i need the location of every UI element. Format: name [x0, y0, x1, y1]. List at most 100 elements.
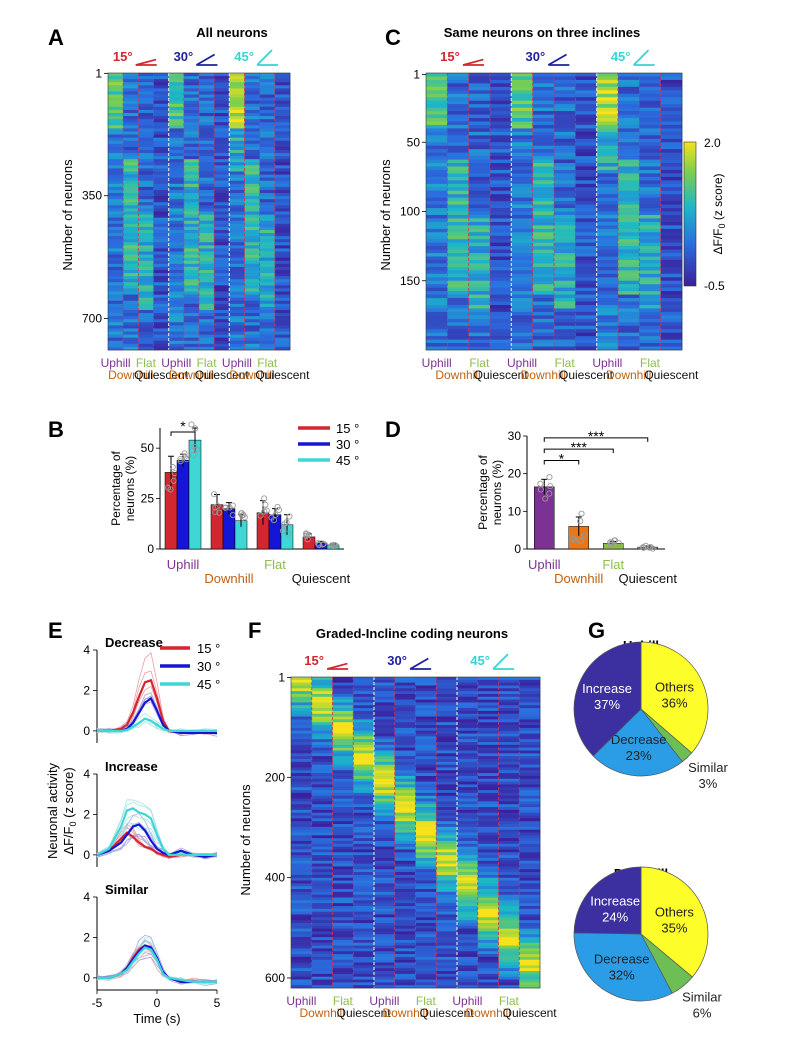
heatmap-cell	[168, 211, 185, 215]
heatmap-cell	[108, 119, 124, 123]
heatmap-cell	[511, 246, 533, 250]
heatmap-cell	[618, 190, 640, 195]
heatmap-cell	[575, 214, 597, 219]
heatmap-cell	[183, 245, 200, 249]
heatmap-cell	[447, 329, 469, 333]
heatmap-cell	[511, 86, 533, 91]
heatmap-cell	[436, 976, 458, 980]
heatmap-cell	[618, 235, 640, 240]
heatmap-cell	[123, 156, 139, 160]
heatmap-cell	[457, 942, 479, 946]
y-tick-label: 10	[508, 504, 522, 518]
heatmap-cell	[291, 787, 313, 791]
heatmap-cell	[168, 119, 185, 123]
heatmap-cell	[199, 165, 215, 169]
heatmap-cell	[660, 315, 683, 320]
data-point	[581, 532, 588, 539]
heatmap-cell	[477, 742, 499, 746]
heatmap-cell	[575, 273, 597, 278]
heatmap-cell	[123, 248, 139, 252]
heatmap-cell	[138, 88, 154, 92]
heatmap-cell	[199, 189, 215, 194]
heatmap-cell	[374, 965, 396, 969]
heatmap-cell	[457, 968, 479, 972]
heatmap-cell	[244, 266, 260, 271]
heatmap-cell	[274, 125, 291, 129]
heatmap-cell	[274, 306, 291, 311]
heatmap-cell	[468, 277, 491, 282]
heatmap-cell	[511, 131, 533, 136]
heatmap-cell	[138, 269, 154, 274]
heatmap-cell	[274, 153, 291, 157]
heatmap-cell	[415, 736, 437, 740]
heatmap-cell	[532, 235, 555, 240]
heatmap-cell	[353, 733, 375, 737]
heatmap-cell	[426, 149, 448, 153]
heatmap-cell	[554, 259, 576, 264]
heatmap-cell	[259, 217, 276, 222]
heatmap-cell	[108, 319, 124, 323]
heatmap-cell	[153, 106, 169, 111]
heatmap-cell	[123, 165, 139, 169]
heatmap-cell	[519, 688, 541, 692]
heatmap-cell	[291, 702, 313, 706]
heatmap-cell	[477, 781, 499, 785]
heatmap-cell	[426, 308, 448, 313]
heatmap-cell	[532, 166, 555, 171]
heatmap-cell	[660, 298, 683, 302]
heatmap-cell	[138, 131, 154, 135]
heatmap-cell	[532, 124, 555, 129]
heatmap-cell	[554, 114, 576, 119]
heatmap-cell	[477, 773, 499, 777]
heatmap-cell	[214, 189, 230, 194]
heatmap-cell	[596, 76, 619, 81]
heatmap-cell	[311, 979, 333, 983]
heatmap-cell	[660, 339, 683, 344]
heatmap-cell	[353, 928, 375, 932]
incline-icon-slope	[462, 58, 484, 66]
heatmap-cell	[477, 897, 499, 901]
heatmap-cell	[259, 294, 276, 298]
heatmap-cell	[457, 677, 479, 681]
heatmap-cell	[532, 291, 555, 295]
heatmap-cell	[498, 869, 520, 873]
heatmap-cell	[457, 838, 479, 842]
heatmap-cell	[123, 294, 139, 298]
heatmap-cell	[123, 76, 139, 80]
heatmap-cell	[353, 846, 375, 850]
y-axis-label: Percentage of	[476, 454, 490, 529]
heatmap-cell	[244, 337, 260, 342]
heatmap-cell	[259, 193, 276, 197]
heatmap-cell	[532, 242, 555, 247]
heatmap-cell	[291, 750, 313, 754]
heatmap-cell	[374, 815, 396, 819]
heatmap-cell	[490, 228, 512, 233]
heatmap-cell	[575, 107, 597, 112]
heatmap-cell	[498, 843, 520, 847]
heatmap-cell	[199, 128, 215, 132]
heatmap-cell	[554, 246, 576, 250]
heatmap-ytick-label: 100	[400, 205, 420, 219]
heatmap-cell	[168, 294, 185, 298]
heatmap-cell	[153, 297, 169, 302]
heatmap-cell	[332, 931, 354, 935]
heatmap-cell	[554, 284, 576, 288]
heatmap-cell	[214, 208, 230, 212]
heatmap-cell	[291, 857, 313, 862]
heatmap-cell	[374, 713, 396, 717]
heatmap-cell	[108, 149, 124, 154]
heatmap-cell	[353, 877, 375, 881]
heatmap-cell	[468, 263, 491, 268]
heatmap-cell	[311, 956, 333, 961]
heatmap-cell	[259, 285, 276, 289]
heatmap-cell	[447, 194, 469, 198]
heatmap-cell	[259, 288, 276, 292]
heatmap-cell	[244, 109, 260, 114]
heatmap-cell	[596, 104, 619, 108]
phase-label: Flat	[257, 356, 278, 370]
heatmap-cell	[108, 103, 124, 108]
heatmap-cell	[436, 804, 458, 808]
heatmap-cell	[168, 143, 185, 148]
heatmap-cell	[519, 742, 541, 746]
